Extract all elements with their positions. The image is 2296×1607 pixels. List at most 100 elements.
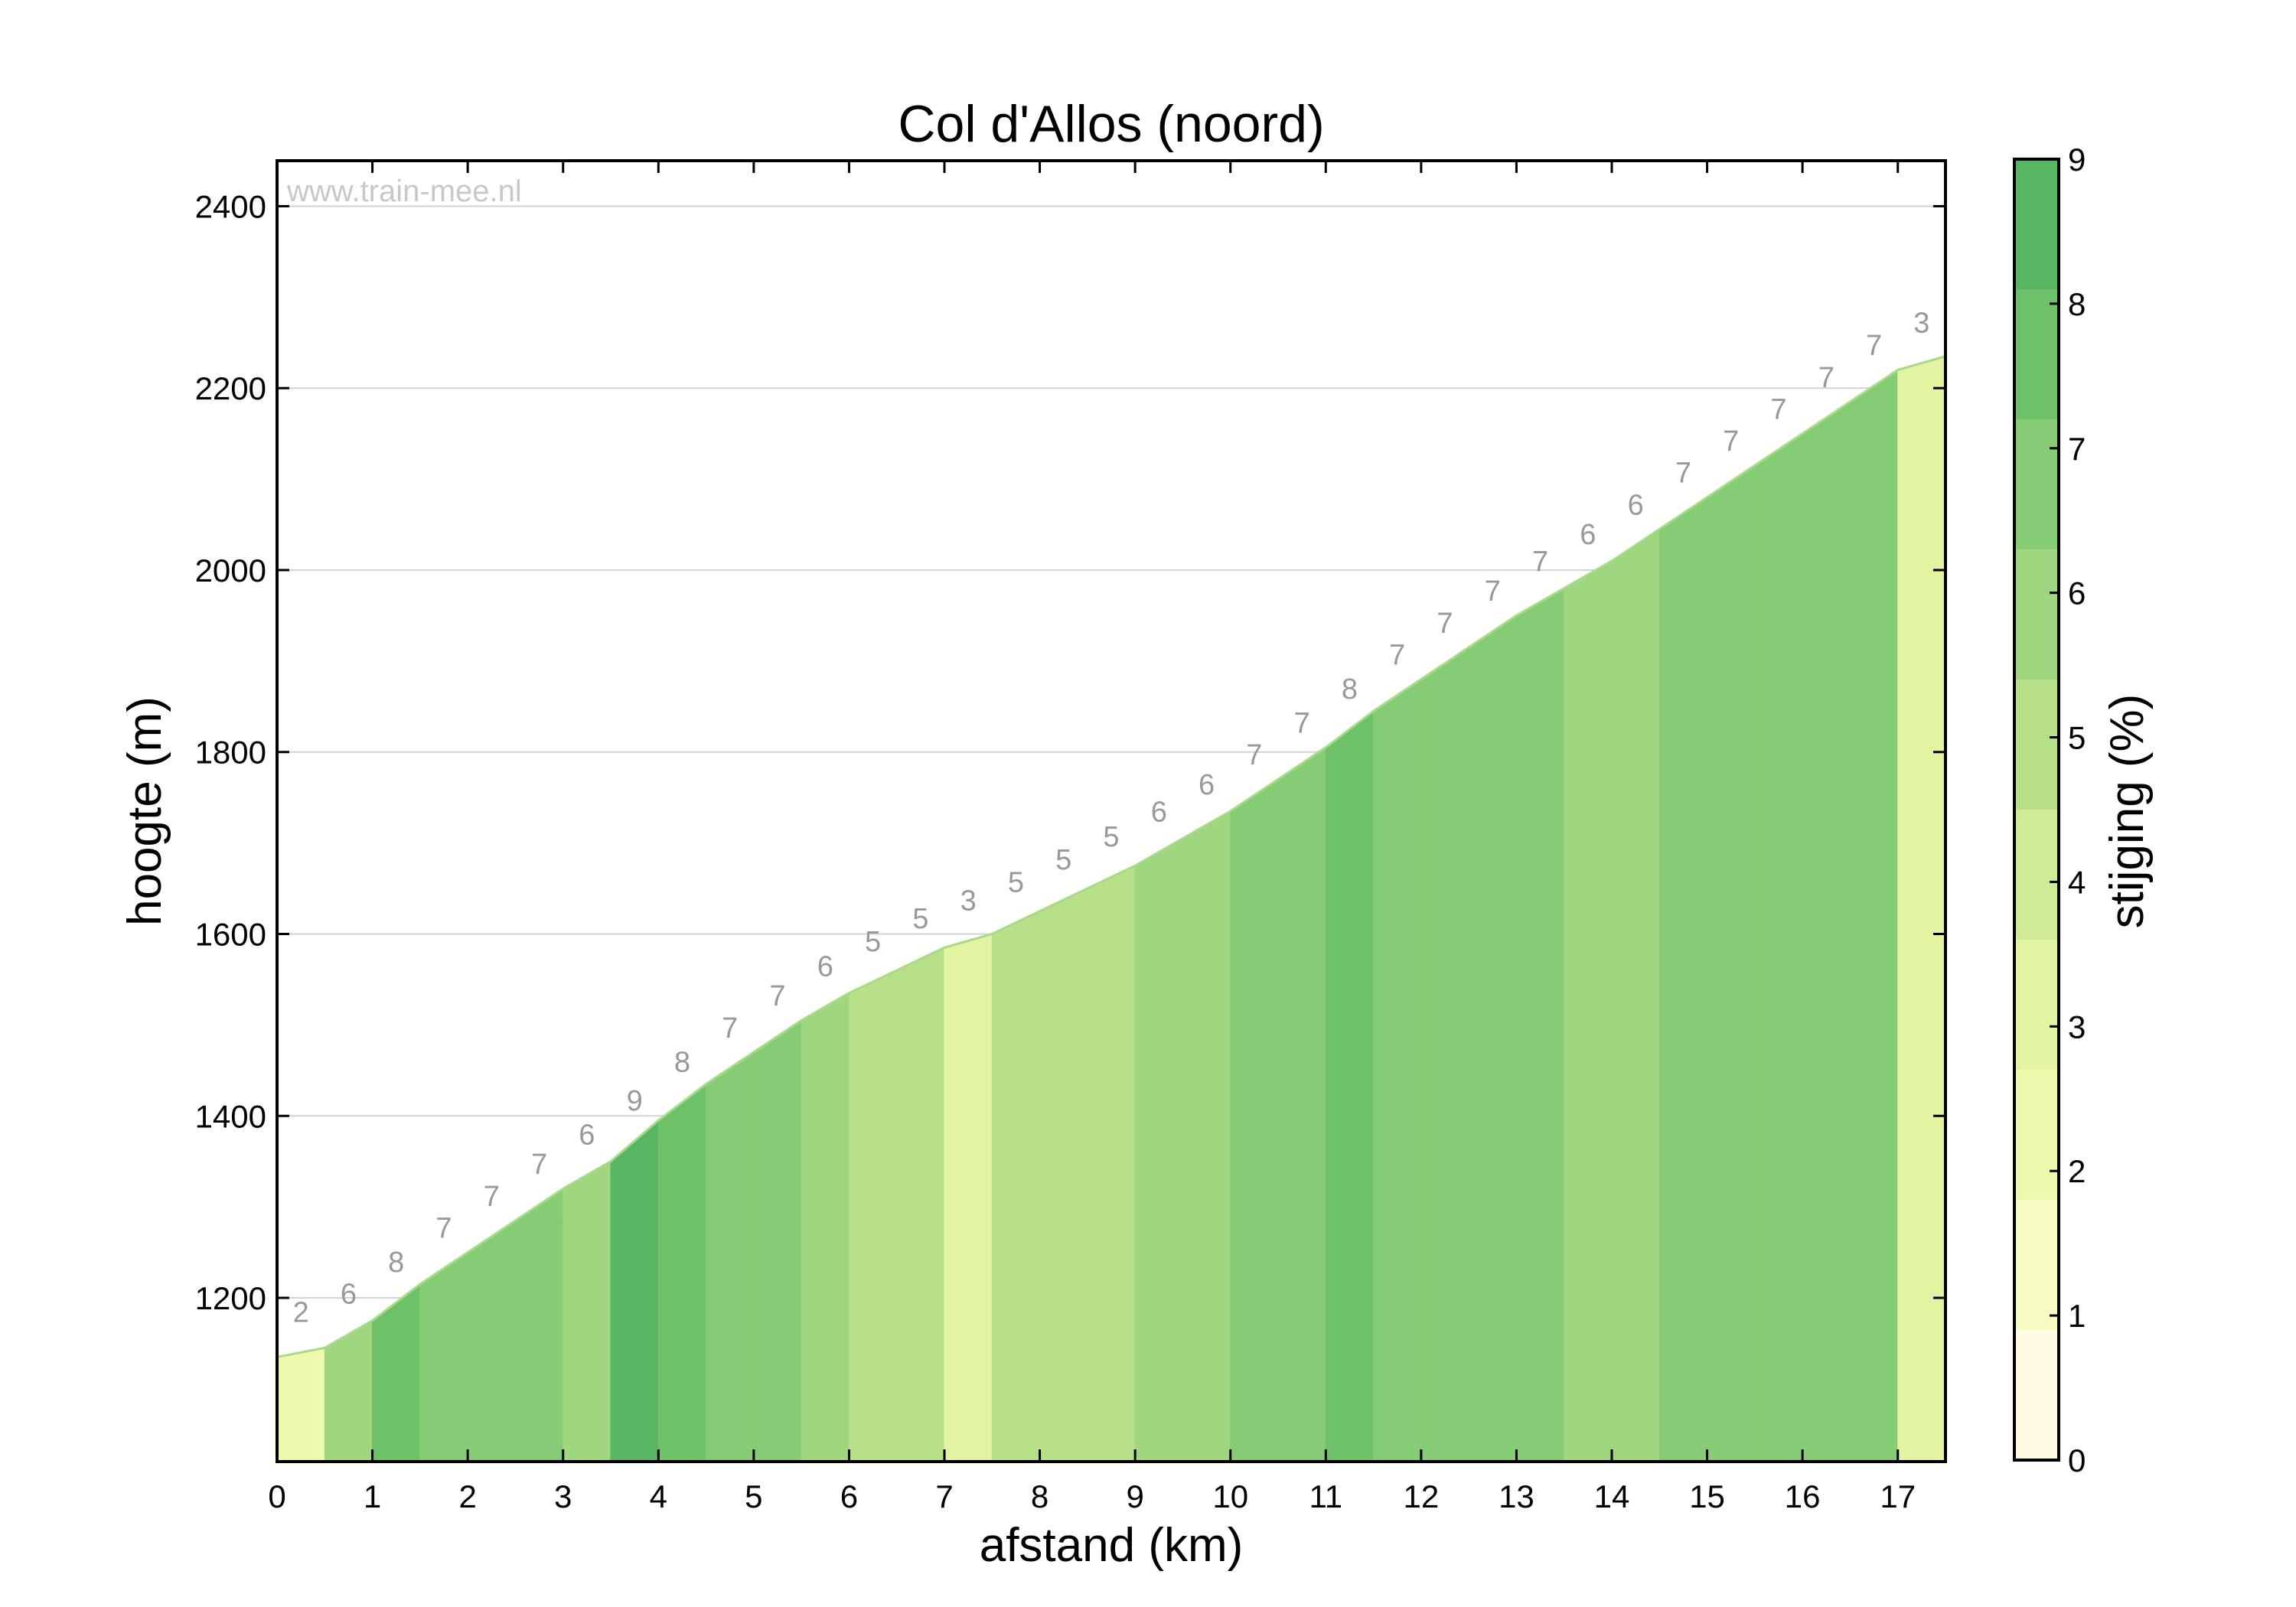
elevation-segment	[706, 1051, 755, 1462]
elevation-segment	[1802, 401, 1851, 1462]
colorbar-tick-label: 4	[2068, 864, 2086, 900]
x-tick-label: 15	[1689, 1478, 1725, 1514]
elevation-segment	[657, 1083, 707, 1462]
elevation-segment	[848, 970, 898, 1462]
grade-label: 7	[1723, 425, 1739, 458]
grade-label: 3	[1913, 308, 1929, 340]
elevation-segment	[753, 1019, 802, 1462]
grade-label: 7	[484, 1181, 500, 1213]
x-axis-ticks: 0 1 2 3 4 5 6 7 8 9 10 11 12 13 14 15 16 17	[268, 161, 1916, 1514]
grade-label: 5	[1008, 867, 1024, 899]
grade-label: 7	[1246, 739, 1262, 771]
grade-label: 6	[1628, 489, 1644, 521]
watermark: www.train-mee.nl	[286, 174, 522, 208]
colorbar-tick-label: 5	[2068, 720, 2086, 756]
y-tick-label: 2000	[195, 553, 266, 588]
elevation-segment	[1039, 888, 1088, 1462]
elevation-segment	[1468, 614, 1517, 1462]
chart-title: Col d'Allos (noord)	[898, 95, 1324, 153]
x-tick-label: 10	[1212, 1478, 1248, 1514]
colorbar-tick-label: 0	[2068, 1442, 2086, 1478]
colorbar-label: stijging (%)	[2101, 694, 2154, 929]
elevation-segment	[1134, 837, 1183, 1462]
colorbar-band	[2014, 1330, 2059, 1460]
colorbar-band	[2014, 810, 2059, 940]
elevation-segment	[1849, 369, 1899, 1462]
x-tick-label: 9	[1126, 1478, 1143, 1514]
colorbar-tick-label: 7	[2068, 431, 2086, 467]
grade-label: 6	[341, 1279, 357, 1311]
x-tick-label: 8	[1031, 1478, 1049, 1514]
y-tick-label: 1200	[195, 1280, 266, 1316]
grade-label: 7	[531, 1149, 547, 1181]
colorbar-tick-label: 6	[2068, 575, 2086, 611]
grade-label: 5	[1103, 821, 1119, 853]
grade-label: 7	[1294, 708, 1310, 740]
elevation-segment	[1658, 496, 1708, 1462]
grade-label: 8	[674, 1046, 690, 1078]
elevation-segment	[610, 1120, 659, 1462]
grade-label: 5	[912, 903, 928, 935]
colorbar-tick-label: 3	[2068, 1009, 2086, 1045]
plot-frame	[276, 159, 1947, 1463]
colorbar-tick-label: 2	[2068, 1153, 2086, 1189]
y-axis-ticks: 1200 1400 1600 1800 2000 2200 2400	[195, 188, 1945, 1316]
grade-label: 6	[1199, 769, 1215, 801]
y-tick-label: 1600	[195, 916, 266, 952]
y-tick-label: 1800	[195, 735, 266, 771]
elevation-line	[276, 355, 1946, 1358]
elevation-segment	[1087, 865, 1136, 1462]
elevation-segment	[1515, 587, 1565, 1462]
x-tick-label: 1	[364, 1478, 381, 1514]
elevation-segment	[467, 1220, 516, 1462]
colorbar-band	[2014, 289, 2059, 419]
x-tick-label: 12	[1403, 1478, 1439, 1514]
x-tick-label: 5	[745, 1478, 762, 1514]
elevation-area	[276, 355, 1946, 1462]
grade-label: 6	[817, 951, 833, 983]
grade-label: 2	[293, 1296, 309, 1328]
grade-label: 3	[960, 885, 977, 917]
colorbar-band	[2014, 1070, 2059, 1200]
grade-label: 8	[1342, 673, 1358, 706]
colorbar-band	[2014, 1200, 2059, 1330]
x-axis-label: afstand (km)	[980, 1519, 1244, 1572]
elevation-segment	[276, 1347, 325, 1462]
grade-label: 7	[1675, 458, 1691, 490]
x-tick-label: 17	[1880, 1478, 1916, 1514]
y-tick-label: 2200	[195, 370, 266, 406]
elevation-segment	[944, 933, 993, 1462]
colorbar-tick-label: 8	[2068, 286, 2086, 322]
elevation-segment	[896, 947, 945, 1462]
grade-label: 7	[769, 980, 785, 1012]
colorbar-frame	[2013, 158, 2060, 1462]
grade-label: 5	[865, 926, 881, 958]
x-tick-label: 3	[554, 1478, 572, 1514]
grade-label: 5	[1055, 844, 1071, 876]
colorbar-tick-label: 9	[2068, 142, 2086, 178]
elevation-segment	[1325, 710, 1375, 1462]
elevation-segment	[419, 1251, 468, 1462]
elevation-segment	[801, 992, 850, 1462]
x-tick-label: 2	[458, 1478, 476, 1514]
colorbar-band	[2014, 159, 2059, 289]
elevation-segment	[1182, 810, 1231, 1462]
elevation-segment	[1707, 464, 1756, 1462]
elevation-segment	[1897, 355, 1946, 1462]
elevation-segment	[1754, 432, 1803, 1462]
grade-label: 6	[1151, 796, 1167, 828]
grade-label: 7	[1770, 393, 1786, 425]
y-axis-label: hoogte (m)	[119, 696, 171, 926]
grade-label: 7	[1818, 362, 1835, 394]
grade-label: 6	[579, 1120, 595, 1152]
colorbar-band	[2014, 940, 2059, 1070]
x-tick-label: 14	[1594, 1478, 1630, 1514]
grade-label: 9	[627, 1085, 643, 1117]
x-tick-label: 16	[1785, 1478, 1821, 1514]
grade-label: 7	[1866, 330, 1882, 362]
elevation-segment	[1420, 647, 1469, 1462]
colorbar: 0 1 2 3 4 5 6 7 8 9	[2013, 142, 2086, 1478]
grade-label: 7	[1532, 546, 1548, 579]
y-tick-label: 1400	[195, 1098, 266, 1134]
